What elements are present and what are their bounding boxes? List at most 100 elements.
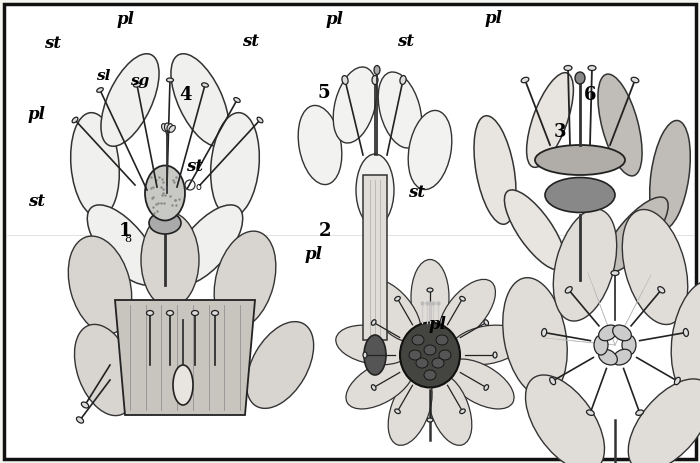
Ellipse shape [526,73,573,167]
Ellipse shape [550,377,556,385]
Ellipse shape [588,65,596,70]
Bar [363,175,387,340]
Ellipse shape [234,98,240,102]
Ellipse shape [424,345,436,355]
Ellipse shape [674,377,680,385]
Ellipse shape [439,350,451,360]
Text: 8: 8 [125,234,132,244]
Ellipse shape [505,190,566,270]
Ellipse shape [74,325,136,416]
Ellipse shape [167,124,172,131]
Text: pl: pl [326,11,344,28]
Ellipse shape [378,72,422,148]
Ellipse shape [598,74,642,176]
Ellipse shape [336,325,410,365]
Ellipse shape [416,358,428,368]
Text: 4: 4 [179,86,192,104]
Text: st: st [28,194,45,210]
Text: pl: pl [117,11,135,28]
Ellipse shape [167,311,174,315]
Ellipse shape [484,320,489,325]
Ellipse shape [439,279,496,342]
Ellipse shape [88,205,159,285]
Ellipse shape [169,125,175,132]
Ellipse shape [372,385,376,390]
Ellipse shape [545,177,615,213]
Ellipse shape [575,72,585,84]
Ellipse shape [628,379,700,463]
Ellipse shape [356,154,394,226]
Ellipse shape [202,83,209,87]
Text: pl: pl [428,316,447,332]
Ellipse shape [372,320,376,325]
Ellipse shape [611,270,619,275]
Ellipse shape [81,402,89,408]
Ellipse shape [526,375,605,463]
Text: st: st [398,33,414,50]
Ellipse shape [411,259,449,334]
Ellipse shape [149,212,181,234]
Ellipse shape [484,385,489,390]
Ellipse shape [211,311,218,315]
Ellipse shape [622,335,636,355]
Ellipse shape [598,349,617,365]
Text: 3: 3 [554,123,566,141]
Ellipse shape [167,78,174,82]
Ellipse shape [214,231,276,329]
Text: sg: sg [130,74,150,88]
Ellipse shape [395,409,400,413]
Text: st: st [186,158,203,175]
Text: 2: 2 [319,223,332,240]
Ellipse shape [298,106,342,185]
Ellipse shape [412,335,424,345]
Ellipse shape [162,124,167,131]
Ellipse shape [460,409,466,413]
Ellipse shape [374,65,380,75]
Ellipse shape [622,209,688,325]
Ellipse shape [146,311,153,315]
Ellipse shape [474,116,516,224]
Ellipse shape [141,213,199,307]
Ellipse shape [101,54,159,146]
Ellipse shape [612,349,631,365]
Ellipse shape [364,335,386,375]
Ellipse shape [587,410,594,415]
Text: 1: 1 [118,223,131,240]
Ellipse shape [400,323,460,388]
Text: st: st [242,33,259,50]
Polygon shape [115,300,255,415]
Ellipse shape [671,281,700,400]
Text: 6: 6 [584,86,596,104]
Ellipse shape [650,120,690,230]
Ellipse shape [72,117,78,123]
Ellipse shape [71,113,119,217]
Text: 5: 5 [317,84,330,101]
Text: pl: pl [484,10,503,27]
Ellipse shape [450,325,524,365]
Ellipse shape [460,296,466,301]
Ellipse shape [171,54,229,146]
Ellipse shape [564,65,572,70]
Ellipse shape [164,123,169,131]
Ellipse shape [192,311,199,315]
Ellipse shape [97,88,104,92]
Text: o: o [195,182,201,192]
Ellipse shape [427,418,433,422]
Text: st: st [44,35,61,51]
Ellipse shape [631,77,639,83]
Text: pl: pl [304,246,323,263]
Ellipse shape [535,145,625,175]
Text: st: st [408,184,425,200]
Ellipse shape [612,325,631,341]
Ellipse shape [173,365,193,405]
Ellipse shape [447,359,514,409]
Ellipse shape [172,205,243,285]
Ellipse shape [542,329,547,337]
Ellipse shape [257,117,263,123]
Ellipse shape [522,77,528,83]
Ellipse shape [69,236,132,334]
Ellipse shape [436,335,448,345]
Ellipse shape [211,113,259,217]
Ellipse shape [566,287,572,293]
Ellipse shape [342,75,348,84]
